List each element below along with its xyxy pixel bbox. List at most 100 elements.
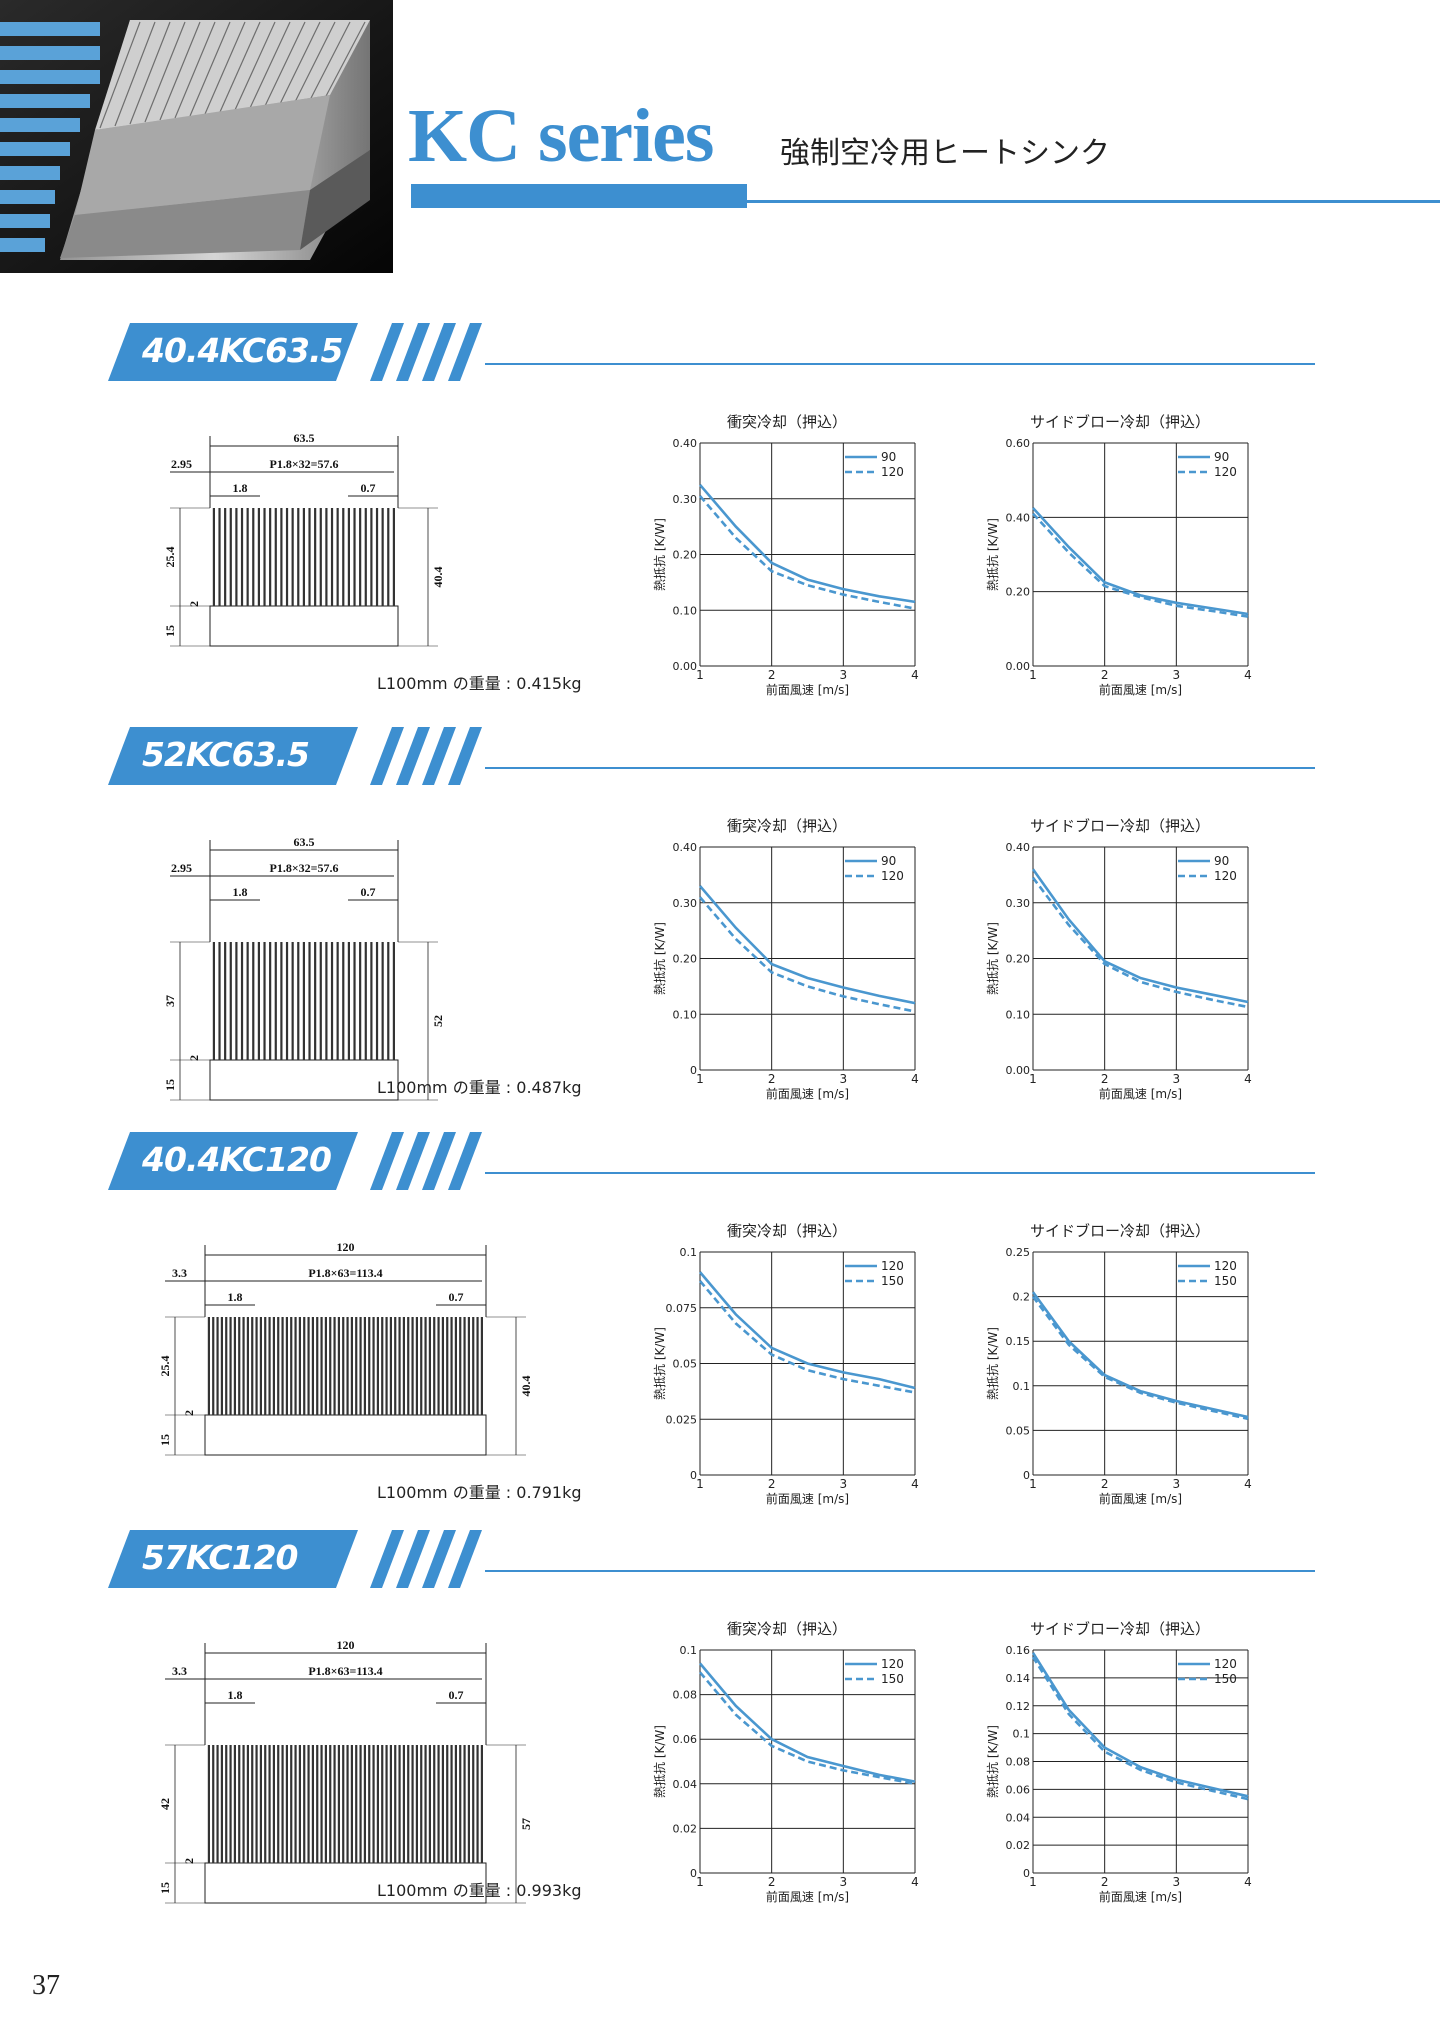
y-tick-label: 0.08 [1006, 1756, 1031, 1769]
y-tick-label: 0.02 [673, 1822, 698, 1835]
series-line-0 [1032, 507, 1249, 616]
hero-image-heatsink [0, 0, 393, 273]
dimension-label: 3.3 [172, 1266, 187, 1280]
line-chart: 0 0.02 0.04 0.06 0.08 0.1 0.12 0.14 0.16 1 2 3 4 前面風速… [983, 1638, 1283, 1932]
stripe-pattern [0, 22, 100, 252]
y-tick-label: 0.00 [1006, 1064, 1031, 1077]
series-line-1 [699, 1280, 916, 1394]
y-tick-label: 0.06 [673, 1733, 698, 1746]
section-banner: 40.4KC63.5 [108, 323, 488, 381]
section-rule [485, 767, 1315, 769]
series-line-0 [699, 1271, 916, 1390]
chart-title: サイドブロー冷却（押込） [1029, 1222, 1210, 1240]
x-tick-label: 4 [911, 1072, 919, 1086]
chart-title: サイドブロー冷却（押込） [1029, 1620, 1210, 1638]
dimension-label: P1.8×32=57.6 [269, 861, 338, 875]
x-tick-label: 1 [696, 1875, 704, 1889]
series-line-1 [1031, 876, 1249, 1009]
dimension-label: 120 [337, 1638, 355, 1652]
chart-title: 衝突冷却（押込） [726, 1222, 847, 1240]
dimension-label: 40.4 [431, 567, 445, 588]
y-tick-label: 0.40 [673, 437, 698, 450]
x-tick-label: 2 [768, 668, 776, 682]
y-tick-label: 0.15 [1006, 1335, 1031, 1348]
product-name: 57KC120 [142, 1538, 298, 1577]
x-tick-label: 3 [1173, 1477, 1181, 1491]
x-tick-label: 1 [1029, 668, 1037, 682]
x-tick-label: 3 [1173, 1072, 1181, 1086]
x-axis-label: 前面風速 [m/s] [1099, 682, 1182, 697]
page-subtitle: 強制空冷用ヒートシンク [780, 136, 1110, 171]
dimension-label: 15 [158, 1434, 172, 1446]
line-chart: 0 0.02 0.04 0.06 0.08 0.1 1 2 3 4 前面風速 [m/s] 熱抵抗 [K… [650, 1638, 950, 1932]
product-name: 40.4KC120 [142, 1140, 332, 1179]
x-tick-label: 4 [911, 1477, 919, 1491]
y-tick-label: 0.10 [673, 604, 698, 617]
y-axis-label: 熱抵抗 [K/W] [652, 922, 667, 995]
dimension-label: 1.8 [228, 1290, 243, 1304]
legend-label: 120 [881, 1657, 904, 1671]
x-tick-label: 4 [1244, 1477, 1252, 1491]
x-tick-label: 3 [1173, 668, 1181, 682]
dimension-label: 0.7 [361, 885, 376, 899]
y-tick-label: 0.10 [1006, 1008, 1031, 1021]
legend-label: 150 [1214, 1672, 1237, 1686]
x-tick-label: 1 [1029, 1072, 1037, 1086]
y-axis-label: 熱抵抗 [K/W] [985, 1327, 1000, 1400]
dimension-label: P1.8×32=57.6 [269, 457, 338, 471]
legend-label: 90 [881, 450, 896, 464]
y-tick-label: 0.14 [1006, 1672, 1031, 1685]
dimension-label: 0.7 [449, 1290, 464, 1304]
series-line-1 [699, 896, 916, 1013]
section-rule [485, 363, 1315, 365]
dimension-label: 63.5 [294, 835, 315, 849]
weight-label: L100mm の重量 : 0.415kg [377, 674, 582, 693]
x-tick-label: 1 [696, 1072, 704, 1086]
y-tick-label: 0.00 [673, 660, 698, 673]
series-line-0 [1031, 1291, 1249, 1419]
legend-label: 120 [1214, 1259, 1237, 1273]
line-chart: 0.00 0.10 0.20 0.30 0.40 1 2 3 4 前面風速 [m/s] 熱抵抗 [K… [650, 431, 950, 725]
y-axis-label: 熱抵抗 [K/W] [652, 1327, 667, 1400]
series-line-1 [699, 495, 916, 610]
y-tick-label: 0.025 [666, 1413, 698, 1426]
x-tick-label: 2 [1101, 1477, 1109, 1491]
cross-section-drawing: 63.5 P1.8×32=57.6 2.95 1.8 0.7 37 15 2 52 [140, 820, 570, 1124]
x-axis-label: 前面風速 [m/s] [1099, 1889, 1182, 1904]
dimension-label: 120 [337, 1240, 355, 1254]
dimension-label: 37 [163, 995, 177, 1007]
y-tick-label: 0.1 [1013, 1728, 1031, 1741]
chart-title: 衝突冷却（押込） [726, 817, 847, 835]
y-tick-label: 0.30 [673, 493, 698, 506]
dimension-label: 3.3 [172, 1664, 187, 1678]
dimension-label: 1.8 [233, 885, 248, 899]
legend-label: 150 [881, 1274, 904, 1288]
line-chart: 0 0.05 0.1 0.15 0.2 0.25 1 2 3 4 前面風速 [m/s] 熱抵抗 [K/… [983, 1240, 1283, 1534]
page-title: KC series [408, 94, 714, 178]
y-tick-label: 0.05 [1006, 1424, 1031, 1437]
y-tick-label: 0.1 [1013, 1380, 1031, 1393]
section-banner: 52KC63.5 [108, 727, 488, 785]
x-tick-label: 2 [768, 1477, 776, 1491]
page-number: 37 [32, 1970, 60, 2001]
y-tick-label: 0.20 [1006, 586, 1031, 599]
legend-label: 90 [1214, 450, 1229, 464]
chart-title: 衝突冷却（押込） [726, 413, 847, 431]
legend-label: 120 [1214, 869, 1237, 883]
y-tick-label: 0.08 [673, 1689, 698, 1702]
y-tick-label: 0.25 [1006, 1246, 1031, 1259]
dimension-label: 2 [187, 601, 201, 607]
y-tick-label: 0.40 [673, 841, 698, 854]
y-tick-label: 0 [690, 1064, 697, 1077]
x-axis-label: 前面風速 [m/s] [766, 682, 849, 697]
series-line-0 [699, 483, 916, 604]
y-tick-label: 0.60 [1006, 437, 1031, 450]
x-tick-label: 3 [840, 1072, 848, 1086]
x-axis-label: 前面風速 [m/s] [766, 1889, 849, 1904]
y-tick-label: 0.04 [673, 1778, 698, 1791]
dimension-label: 25.4 [163, 547, 177, 568]
series-line-1 [1031, 1656, 1249, 1801]
x-tick-label: 1 [1029, 1875, 1037, 1889]
y-tick-label: 0.02 [1006, 1839, 1031, 1852]
series-line-1 [699, 1671, 916, 1786]
